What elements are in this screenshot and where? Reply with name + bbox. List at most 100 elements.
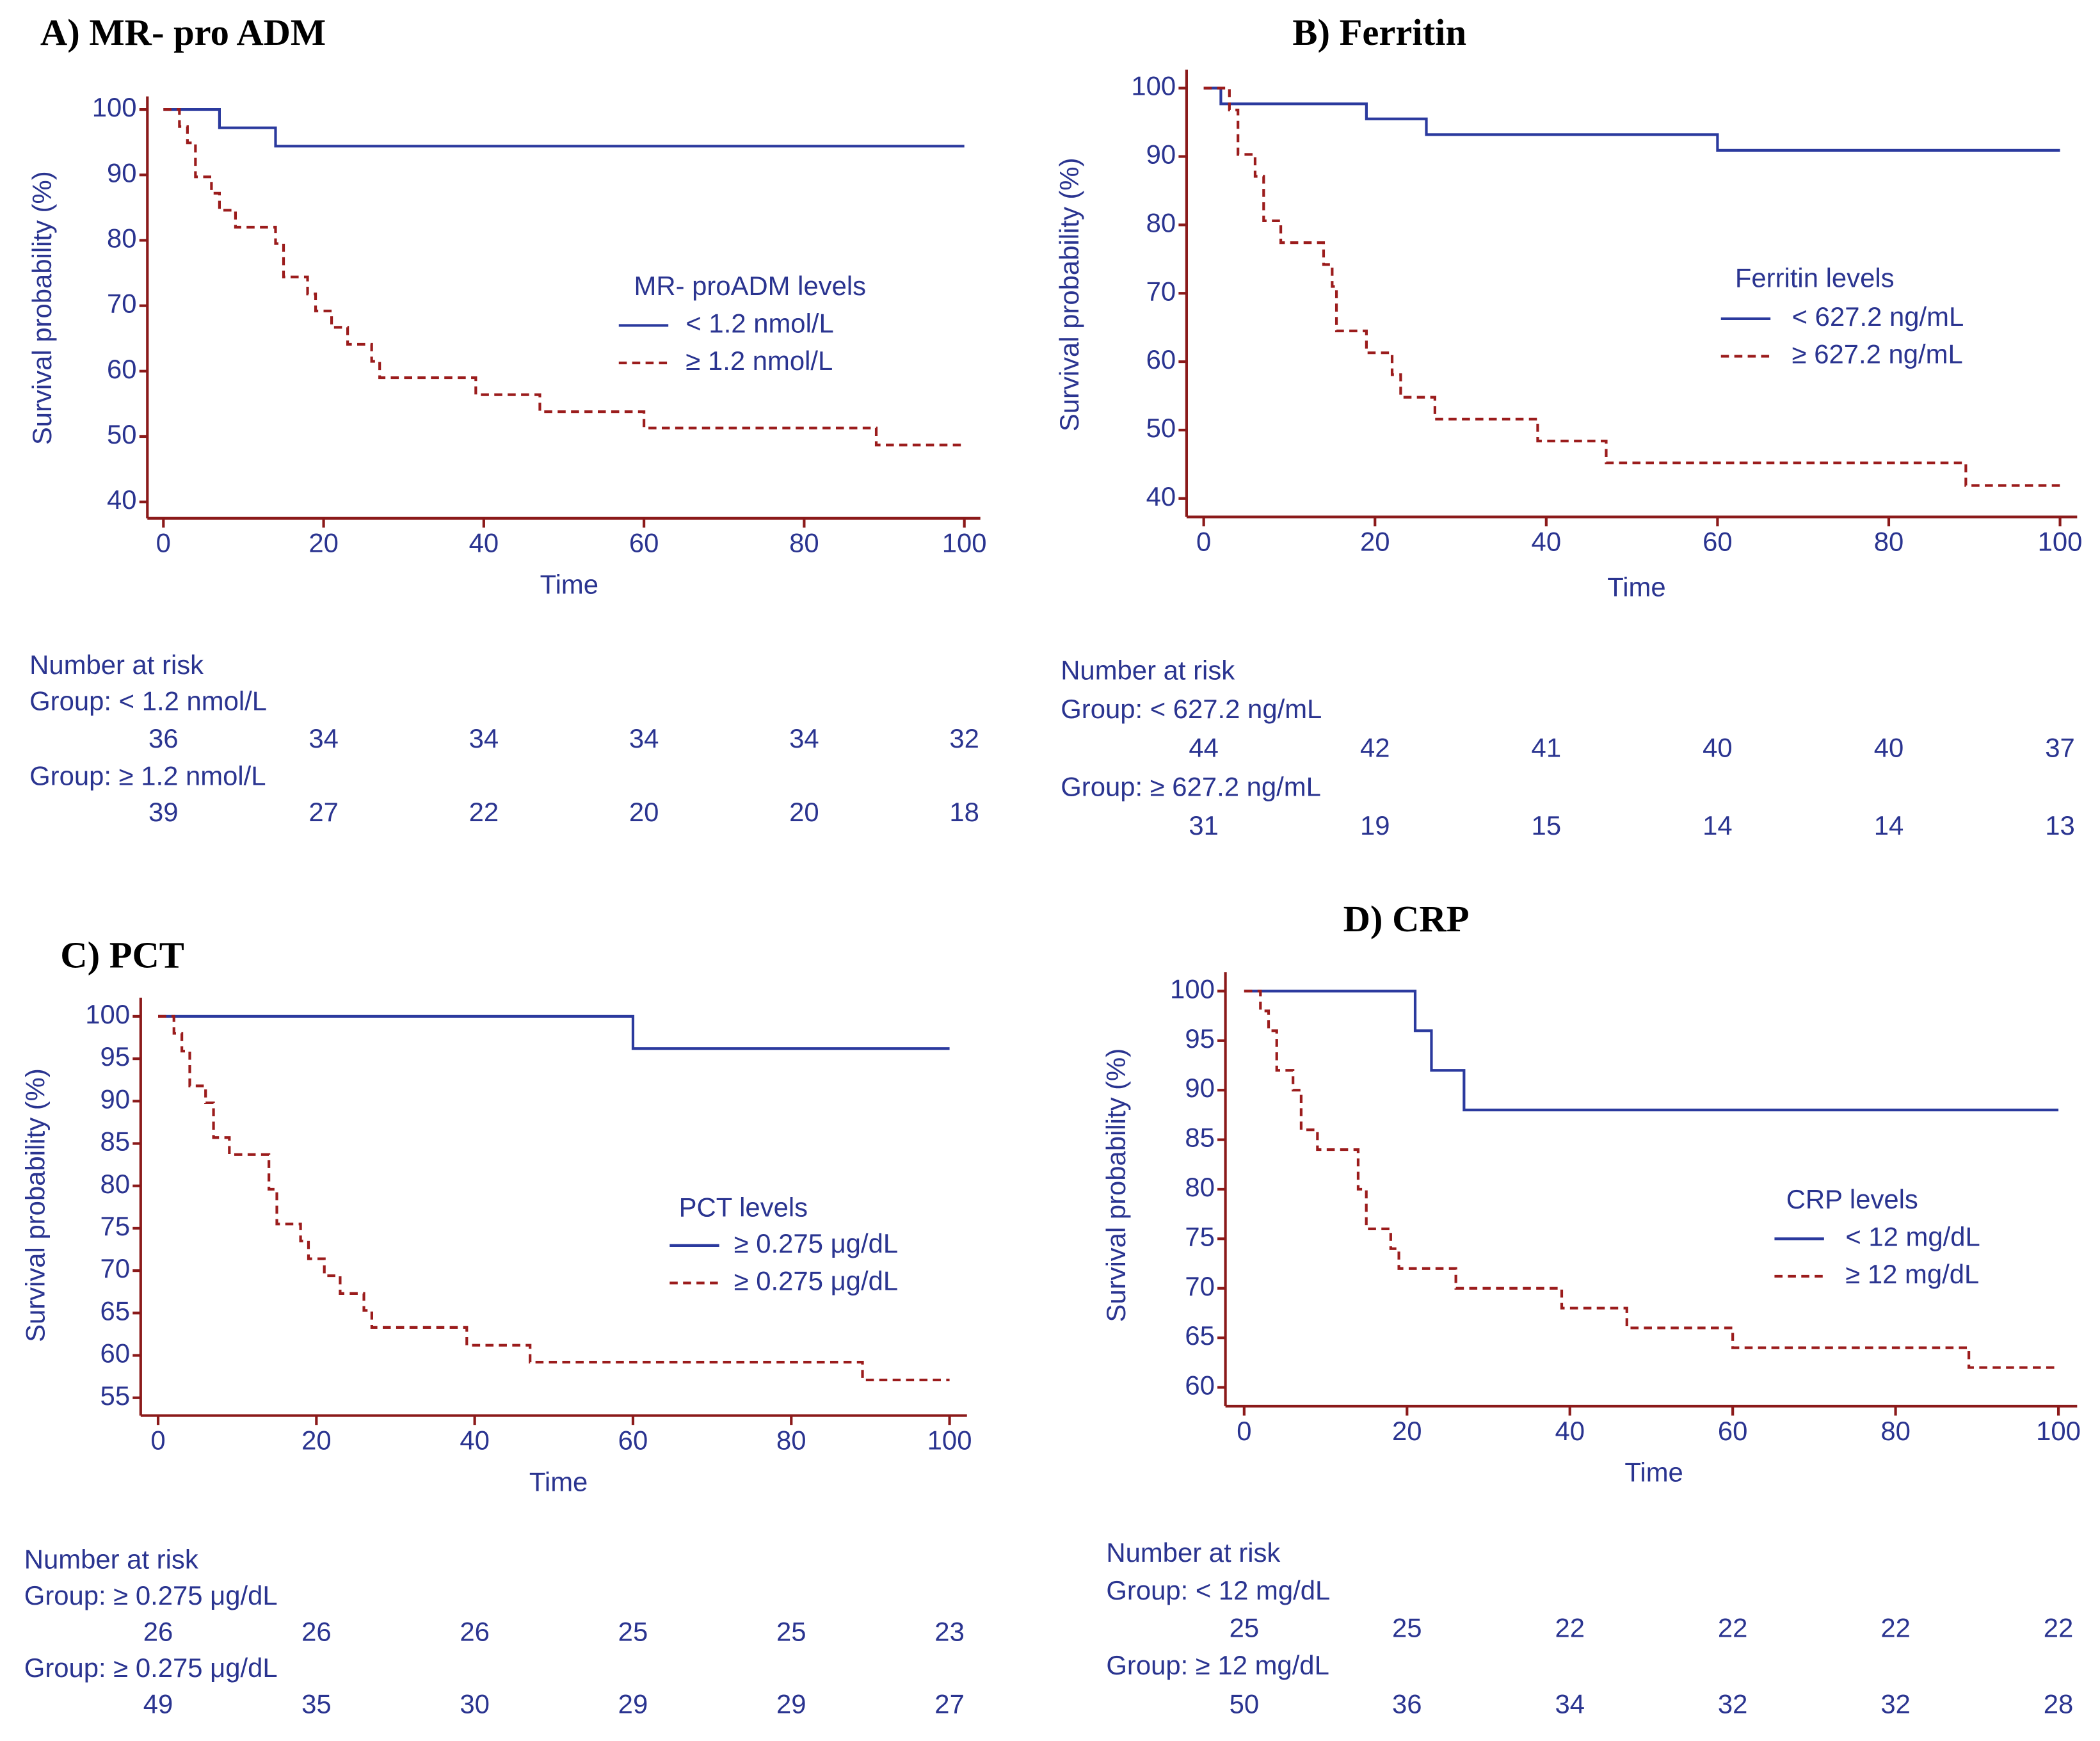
survival-curve xyxy=(1203,86,2060,152)
risk-count: 22 xyxy=(2044,1612,2074,1642)
legend-label: ≥ 627.2 ng/mL xyxy=(1792,339,1963,369)
x-tick-label: 60 xyxy=(1703,527,1733,557)
risk-count: 27 xyxy=(934,1689,965,1719)
x-tick-label: 60 xyxy=(1718,1416,1748,1446)
y-tick-label: 80 xyxy=(1146,207,1176,237)
risk-group-label: Group: ≥ 12 mg/dL xyxy=(1106,1650,1329,1680)
legend-label: ≥ 1.2 nmol/L xyxy=(685,346,833,376)
x-tick-label: 100 xyxy=(927,1425,972,1455)
x-tick-label: 0 xyxy=(156,528,171,558)
x-tick-label: 20 xyxy=(301,1425,332,1455)
y-tick-label: 75 xyxy=(100,1211,131,1241)
x-tick-label: 100 xyxy=(2038,527,2083,557)
x-tick-label: 100 xyxy=(2036,1416,2081,1446)
y-tick-label: 85 xyxy=(1185,1123,1215,1153)
risk-group-label: Group: ≥ 0.275 μg/dL xyxy=(24,1653,278,1683)
risk-count: 19 xyxy=(1360,810,1390,840)
y-axis-label: Survival probability (%) xyxy=(1101,1048,1131,1322)
panel-title: B) Ferritin xyxy=(1292,12,1466,53)
risk-count: 22 xyxy=(469,797,499,827)
survival-curve xyxy=(158,1015,950,1050)
risk-count: 25 xyxy=(618,1617,648,1647)
y-tick-label: 40 xyxy=(1146,481,1176,511)
risk-count: 34 xyxy=(1555,1689,1585,1719)
risk-count: 27 xyxy=(309,797,339,827)
risk-count: 39 xyxy=(148,797,179,827)
y-tick-label: 50 xyxy=(107,419,137,449)
x-tick-label: 80 xyxy=(789,528,819,558)
y-axis-label: Survival probability (%) xyxy=(1054,157,1084,431)
risk-count: 18 xyxy=(949,797,979,827)
risk-count: 23 xyxy=(934,1617,965,1647)
y-tick-label: 95 xyxy=(100,1041,131,1071)
x-tick-label: 80 xyxy=(1874,527,1904,557)
y-tick-label: 75 xyxy=(1185,1221,1215,1251)
risk-count: 32 xyxy=(1718,1689,1748,1719)
risk-count: 28 xyxy=(2044,1689,2074,1719)
y-tick-label: 100 xyxy=(1170,974,1215,1004)
risk-count: 29 xyxy=(618,1689,648,1719)
legend-label: < 12 mg/dL xyxy=(1845,1221,1980,1251)
survival-curve xyxy=(1203,86,2060,487)
panel-title: A) MR- pro ADM xyxy=(40,12,326,53)
risk-count: 35 xyxy=(301,1689,332,1719)
x-tick-label: 20 xyxy=(309,528,339,558)
y-tick-label: 90 xyxy=(100,1084,131,1114)
x-tick-label: 100 xyxy=(942,528,987,558)
y-tick-label: 50 xyxy=(1146,413,1176,443)
risk-count: 30 xyxy=(460,1689,490,1719)
y-tick-label: 80 xyxy=(1185,1172,1215,1202)
risk-count: 40 xyxy=(1703,733,1733,763)
x-tick-label: 40 xyxy=(469,528,499,558)
risk-count: 34 xyxy=(629,723,659,753)
survival-curve xyxy=(1244,990,2059,1369)
x-tick-label: 40 xyxy=(460,1425,490,1455)
risk-count: 25 xyxy=(1392,1612,1422,1642)
risk-count: 36 xyxy=(1392,1689,1422,1719)
legend-title: CRP levels xyxy=(1786,1184,1918,1214)
y-tick-label: 65 xyxy=(100,1296,131,1326)
x-tick-label: 0 xyxy=(1196,527,1211,557)
risk-count: 14 xyxy=(1874,810,1904,840)
y-tick-label: 95 xyxy=(1185,1023,1215,1054)
legend-label: < 627.2 ng/mL xyxy=(1792,301,1964,332)
risk-count: 15 xyxy=(1532,810,1562,840)
panel-title: C) PCT xyxy=(60,935,184,976)
risk-count: 32 xyxy=(949,723,979,753)
y-tick-label: 85 xyxy=(100,1127,131,1157)
y-tick-label: 100 xyxy=(92,92,137,122)
risk-count: 20 xyxy=(789,797,819,827)
y-tick-label: 70 xyxy=(107,289,137,319)
panel-title: D) CRP xyxy=(1343,898,1470,940)
x-tick-label: 80 xyxy=(1880,1416,1911,1446)
risk-count: 13 xyxy=(2045,810,2075,840)
risk-count: 49 xyxy=(143,1689,173,1719)
risk-count: 22 xyxy=(1718,1612,1748,1642)
x-tick-label: 20 xyxy=(1392,1416,1422,1446)
legend-label: ≥ 0.275 μg/dL xyxy=(734,1265,898,1296)
y-tick-label: 100 xyxy=(85,999,130,1029)
risk-title: Number at risk xyxy=(1061,655,1235,685)
y-tick-label: 80 xyxy=(107,223,137,253)
x-axis-label: Time xyxy=(1607,572,1665,602)
risk-count: 34 xyxy=(309,723,339,753)
y-tick-label: 60 xyxy=(100,1338,131,1368)
risk-count: 41 xyxy=(1532,733,1562,763)
y-tick-label: 60 xyxy=(107,354,137,384)
legend-title: PCT levels xyxy=(679,1192,808,1222)
x-axis-label: Time xyxy=(540,569,598,599)
x-axis-label: Time xyxy=(1624,1457,1683,1488)
risk-count: 36 xyxy=(148,723,179,753)
risk-title: Number at risk xyxy=(24,1544,198,1575)
legend-label: ≥ 0.275 μg/dL xyxy=(734,1228,898,1258)
risk-count: 25 xyxy=(1230,1612,1260,1642)
risk-group-label: Group: < 12 mg/dL xyxy=(1106,1575,1330,1605)
risk-count: 26 xyxy=(301,1617,332,1647)
y-axis-label: Survival probability (%) xyxy=(20,1068,51,1342)
y-tick-label: 100 xyxy=(1131,71,1176,101)
legend-label: < 1.2 nmol/L xyxy=(685,308,833,338)
legend-title: MR- proADM levels xyxy=(634,271,867,301)
risk-group-label: Group: ≥ 627.2 ng/mL xyxy=(1061,771,1321,801)
